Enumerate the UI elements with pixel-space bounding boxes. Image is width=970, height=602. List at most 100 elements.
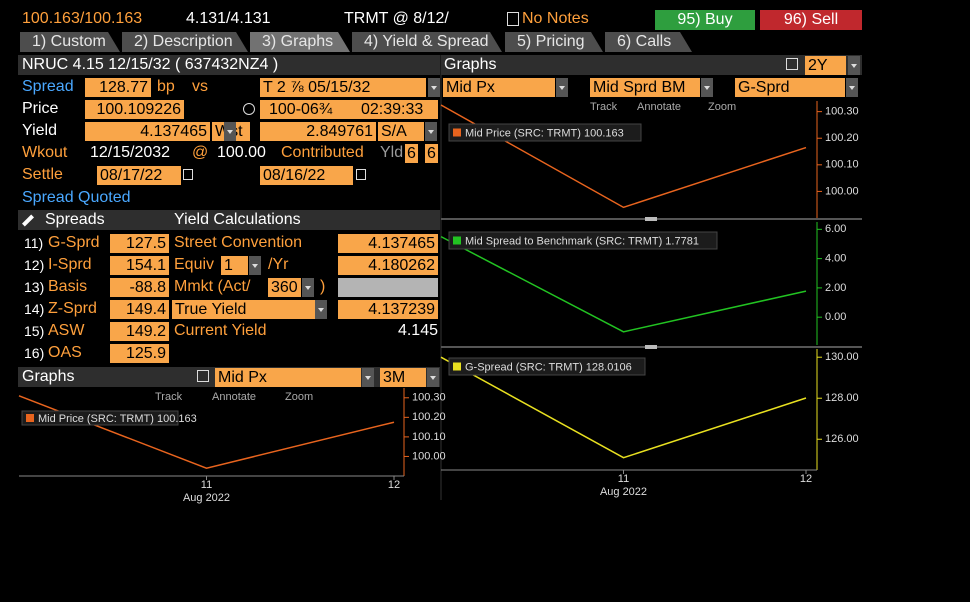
field[interactable]: 1 bbox=[221, 256, 248, 275]
field[interactable]: 125.9 bbox=[110, 344, 169, 363]
sell-button[interactable]: 96) Sell bbox=[760, 10, 862, 30]
field[interactable]: 4.137465 bbox=[85, 122, 210, 141]
label: Basis bbox=[48, 278, 88, 295]
tab[interactable]: 1) Custom bbox=[20, 32, 120, 52]
field[interactable]: T 2 ⅞ 05/15/32 bbox=[260, 78, 426, 97]
field[interactable]: 08/16/22 bbox=[260, 166, 353, 185]
tab[interactable]: 3) Graphs bbox=[250, 32, 350, 52]
tab[interactable]: 5) Pricing bbox=[505, 32, 603, 52]
field[interactable]: True Yield bbox=[172, 300, 315, 319]
dropdown-arrow[interactable] bbox=[556, 78, 568, 97]
field[interactable]: 6 bbox=[405, 144, 418, 163]
field[interactable]: 6 bbox=[425, 144, 438, 163]
field[interactable]: 128.77 bbox=[85, 78, 151, 97]
y-tick-label: 100.20 bbox=[825, 132, 859, 144]
x-tick-label: 11 bbox=[201, 479, 212, 491]
tab[interactable]: 4) Yield & Spread bbox=[352, 32, 502, 52]
field[interactable] bbox=[338, 278, 438, 297]
calendar-icon[interactable] bbox=[183, 169, 193, 180]
label: ASW bbox=[48, 322, 85, 339]
refresh-icon[interactable] bbox=[243, 103, 255, 115]
label: Wkout bbox=[22, 144, 68, 161]
row-number: 12) bbox=[24, 257, 45, 273]
label: Price bbox=[22, 100, 59, 117]
legend-label: Mid Spread to Benchmark (SRC: TRMT) 1.77… bbox=[465, 235, 699, 247]
field[interactable]: 4.137465 bbox=[338, 234, 438, 253]
dropdown-arrow[interactable] bbox=[249, 256, 261, 275]
label: @ bbox=[192, 144, 209, 161]
field-selector[interactable]: G-Sprd bbox=[735, 78, 845, 97]
toolbar-item[interactable]: Zoom bbox=[708, 101, 737, 113]
toolbar-item[interactable]: Track bbox=[155, 391, 183, 403]
x-tick-label: 12 bbox=[800, 473, 812, 485]
label: OAS bbox=[48, 344, 82, 361]
y-tick-label: 0.00 bbox=[825, 311, 846, 323]
label: G-Sprd bbox=[48, 234, 100, 251]
label: Yield bbox=[22, 122, 57, 139]
label: Spread Quoted bbox=[22, 189, 131, 206]
legend-box bbox=[448, 231, 718, 250]
row-number: 14) bbox=[24, 301, 45, 317]
toolbar-item[interactable]: Zoom bbox=[285, 391, 314, 403]
section-title: Yield Calculations bbox=[174, 211, 301, 228]
y-tick-label: 4.00 bbox=[825, 253, 846, 265]
field[interactable]: 127.5 bbox=[110, 234, 169, 253]
legend-swatch bbox=[453, 236, 461, 245]
label: I-Sprd bbox=[48, 256, 92, 273]
header-bar bbox=[18, 210, 440, 230]
field-selector[interactable]: Mid Sprd BM bbox=[590, 78, 700, 97]
dropdown-arrow[interactable] bbox=[425, 122, 437, 141]
dropdown-arrow[interactable] bbox=[846, 78, 858, 97]
y-tick-label: 6.00 bbox=[825, 223, 846, 235]
field[interactable]: 100.109226 bbox=[85, 100, 184, 119]
field[interactable]: 4.180262 bbox=[338, 256, 438, 275]
field[interactable]: 154.1 bbox=[110, 256, 169, 275]
label: Z-Sprd bbox=[48, 300, 97, 317]
field[interactable]: 149.2 bbox=[110, 322, 169, 341]
value: 100.00 bbox=[217, 144, 266, 161]
graphs-title: Graphs bbox=[444, 56, 497, 73]
header-bar bbox=[441, 55, 862, 75]
field-selector[interactable]: Mid Px bbox=[443, 78, 555, 97]
bid-ask-yield: 4.131/4.131 bbox=[186, 10, 271, 27]
dropdown-arrow[interactable] bbox=[427, 368, 439, 387]
legend-label: G-Spread (SRC: TRMT) 128.0106 bbox=[465, 361, 632, 373]
label: Spread bbox=[22, 78, 74, 95]
dropdown-arrow[interactable] bbox=[428, 78, 440, 97]
notes[interactable]: No Notes bbox=[522, 10, 589, 27]
field[interactable]: 2.849761 bbox=[260, 122, 376, 141]
tab[interactable]: 2) Description bbox=[122, 32, 248, 52]
price-line bbox=[18, 395, 395, 469]
dropdown-arrow[interactable] bbox=[848, 56, 860, 75]
row-number: 16) bbox=[24, 345, 45, 361]
expand-icon[interactable] bbox=[197, 370, 209, 382]
dropdown-arrow[interactable] bbox=[701, 78, 713, 97]
field[interactable]: 4.137239 bbox=[338, 300, 438, 319]
field[interactable]: 360 bbox=[268, 278, 301, 297]
buy-button[interactable]: 95) Buy bbox=[655, 10, 755, 30]
dropdown-arrow[interactable] bbox=[224, 122, 236, 141]
toolbar-item[interactable]: Annotate bbox=[212, 391, 257, 403]
dropdown-arrow[interactable] bbox=[362, 368, 374, 387]
field[interactable]: -88.8 bbox=[110, 278, 169, 297]
legend-box bbox=[448, 123, 642, 142]
toolbar-item[interactable]: Track bbox=[590, 101, 618, 113]
dropdown-arrow[interactable] bbox=[315, 300, 327, 319]
period-field[interactable]: 3M bbox=[380, 368, 426, 387]
legend-swatch bbox=[453, 362, 461, 371]
field-selector[interactable]: Mid Px bbox=[215, 368, 361, 387]
toolbar-item[interactable]: Annotate bbox=[637, 101, 682, 113]
field[interactable]: S/A bbox=[378, 122, 424, 141]
tab[interactable]: 6) Calls bbox=[605, 32, 692, 52]
field[interactable]: 08/17/22 bbox=[97, 166, 181, 185]
dropdown-arrow[interactable] bbox=[302, 278, 314, 297]
legend-label: Mid Price (SRC: TRMT) 100.163 bbox=[465, 127, 624, 139]
y-tick-label: 100.00 bbox=[825, 185, 859, 197]
period-field[interactable]: 2Y bbox=[805, 56, 846, 75]
y-tick-label: 100.10 bbox=[412, 431, 446, 443]
expand-icon[interactable] bbox=[786, 58, 798, 70]
field[interactable]: 149.4 bbox=[110, 300, 169, 319]
calendar-icon[interactable] bbox=[356, 169, 366, 180]
label: Mmkt (Act/ bbox=[174, 278, 251, 295]
